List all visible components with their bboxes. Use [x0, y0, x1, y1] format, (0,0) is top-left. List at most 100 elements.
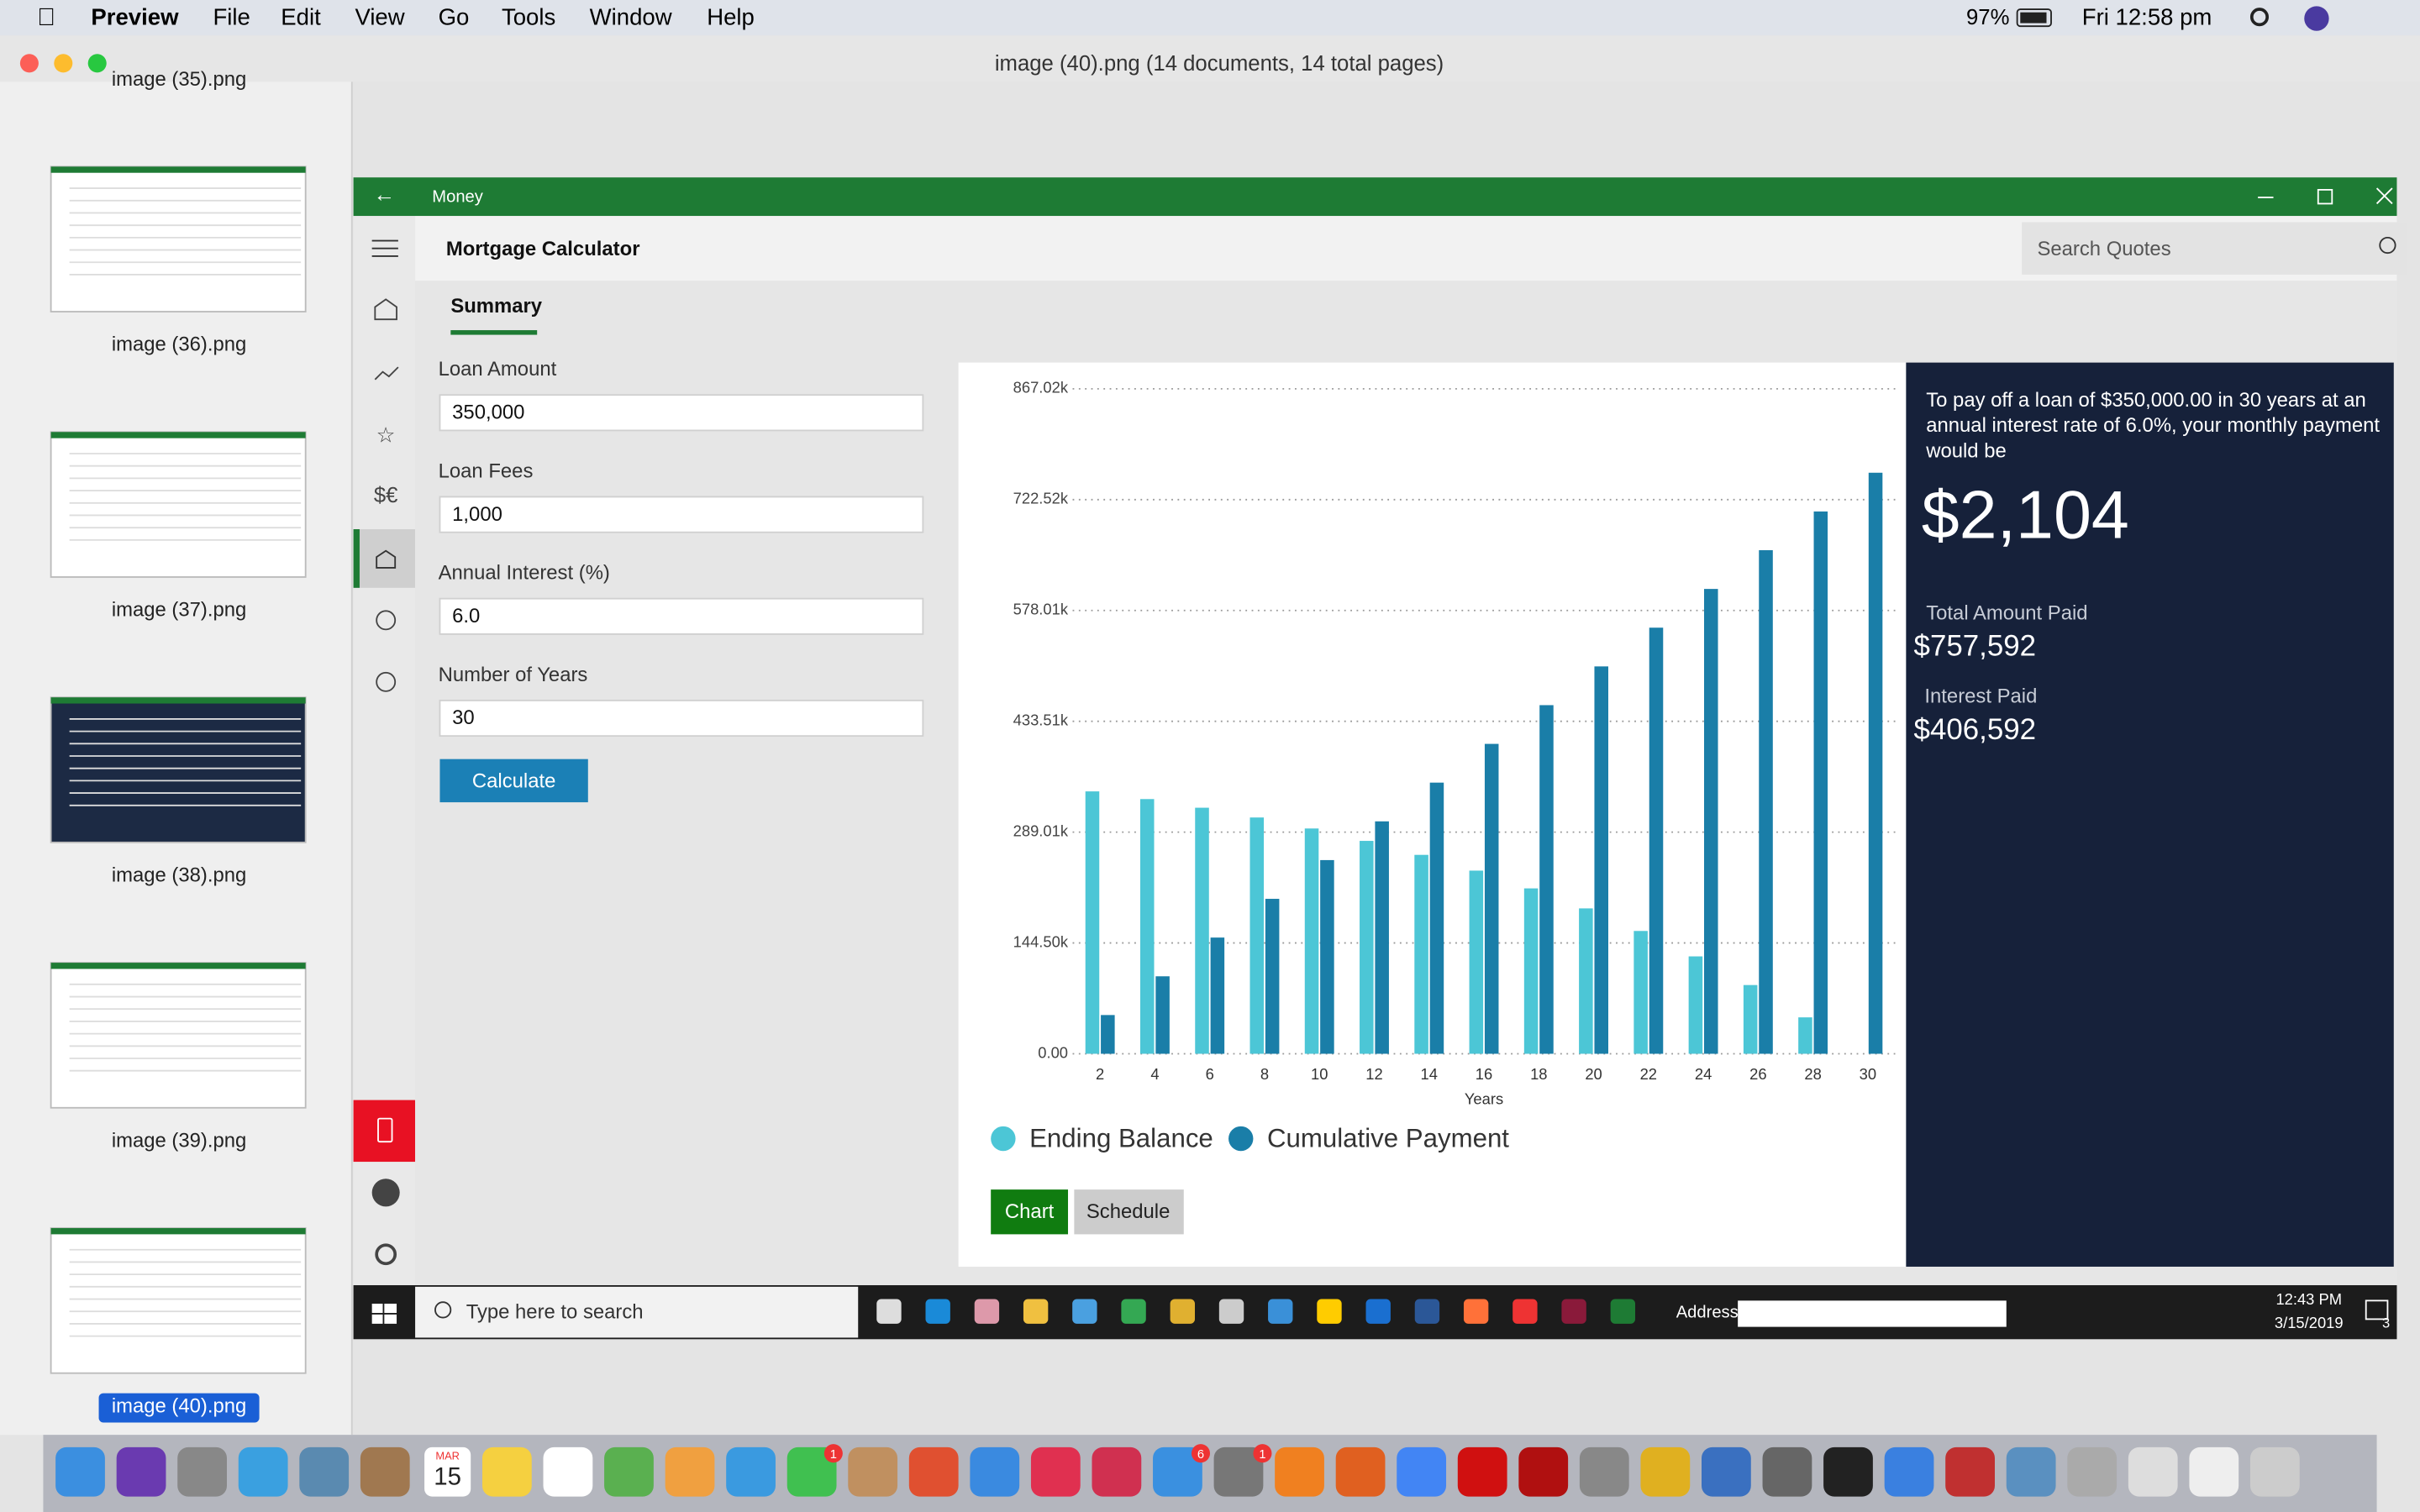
search-box[interactable] [2022, 222, 2408, 275]
dock-app[interactable] [1823, 1446, 1873, 1497]
nav-mortgage[interactable] [376, 549, 397, 569]
nav-account[interactable] [371, 1179, 400, 1207]
dock-app[interactable] [1335, 1446, 1386, 1497]
dock-app[interactable] [1702, 1446, 1751, 1497]
back-button[interactable]: ← [373, 183, 395, 207]
nav-home[interactable] [374, 298, 397, 321]
dock-app[interactable] [2006, 1446, 2056, 1497]
taskbar-app[interactable] [1365, 1299, 1391, 1324]
dock-app[interactable] [726, 1446, 776, 1497]
dock-app[interactable] [2189, 1446, 2239, 1497]
dock-app[interactable] [970, 1446, 1020, 1497]
taskbar-app[interactable] [1218, 1299, 1244, 1324]
dock-app[interactable] [786, 1446, 837, 1497]
search-icon[interactable] [2379, 236, 2396, 255]
taskbar-app[interactable] [1121, 1299, 1146, 1324]
taskbar-app[interactable] [925, 1299, 950, 1324]
nav-phone[interactable] [353, 1100, 416, 1163]
dock-app[interactable] [238, 1446, 288, 1497]
dock-app[interactable] [360, 1446, 410, 1497]
calendar-icon[interactable] [424, 1446, 471, 1497]
taskbar-app[interactable] [1072, 1299, 1097, 1324]
thumbnail-label[interactable]: image (36).png [112, 333, 246, 356]
spotlight[interactable] [2249, 8, 2270, 27]
address-box[interactable] [1738, 1300, 2007, 1327]
menu-item[interactable]: Edit [281, 3, 321, 29]
nav-currency[interactable]: $€ [374, 484, 398, 507]
taskbar-app[interactable] [1317, 1299, 1342, 1324]
thumbnail[interactable] [50, 1227, 307, 1374]
chart-button[interactable] [991, 1189, 1069, 1235]
thumbnail-label[interactable]: image (37).png [112, 599, 246, 622]
thumbnail-label[interactable]: image (39).png [112, 1129, 246, 1152]
app-close[interactable] [2375, 187, 2393, 205]
thumbnail[interactable] [50, 696, 307, 843]
taskbar-app[interactable] [876, 1299, 902, 1324]
clock[interactable]: Fri 12:58 pm [2082, 3, 2212, 29]
dock-app[interactable] [1640, 1446, 1691, 1497]
taskbar-app[interactable] [1170, 1299, 1195, 1324]
thumbnail-label[interactable]: image (38).png [112, 864, 246, 887]
dock-app[interactable] [1762, 1446, 1812, 1497]
taskbar-app[interactable] [1610, 1299, 1636, 1324]
menu-item[interactable]: Tools [502, 3, 555, 29]
taskbar-app[interactable] [1023, 1299, 1049, 1324]
dock-app[interactable] [1397, 1446, 1447, 1497]
taskbar-app[interactable] [1268, 1299, 1293, 1324]
thumbnail[interactable] [50, 431, 307, 578]
field-input[interactable] [439, 496, 924, 533]
taskbar-app[interactable] [974, 1299, 1000, 1324]
dock-app[interactable] [1945, 1446, 1995, 1497]
dock-app[interactable] [1518, 1446, 1569, 1497]
taskbar-app[interactable] [1414, 1299, 1440, 1324]
dock-app[interactable] [2249, 1446, 2300, 1497]
dock-app[interactable] [604, 1446, 654, 1497]
close-button[interactable] [19, 54, 39, 73]
thumbnail[interactable] [50, 962, 307, 1109]
apple-logo[interactable]:  [37, 3, 55, 31]
nav-world[interactable] [376, 610, 397, 631]
dock-app[interactable] [1153, 1446, 1202, 1497]
nav-markets[interactable] [374, 366, 399, 381]
field-input[interactable] [439, 597, 924, 635]
start-button[interactable] [371, 1304, 397, 1324]
dock-app[interactable] [908, 1446, 959, 1497]
field-input[interactable] [439, 394, 924, 432]
app-menu[interactable]: Preview [91, 3, 179, 29]
tab[interactable]: Summary [450, 295, 542, 318]
taskbar-app[interactable] [1561, 1299, 1586, 1324]
menu-item[interactable]: File [213, 3, 250, 29]
dock-app[interactable] [1275, 1446, 1324, 1497]
dock-app[interactable] [116, 1446, 166, 1497]
zoom-button[interactable] [87, 54, 107, 73]
dock-app[interactable] [848, 1446, 898, 1497]
dock-app[interactable] [1884, 1446, 1934, 1497]
thumbnail-label[interactable]: image (35).png [112, 68, 246, 91]
nav-watchlist[interactable]: ☆ [376, 424, 396, 448]
action-center[interactable] [2365, 1299, 2389, 1320]
dock-app[interactable] [2128, 1446, 2178, 1497]
dock-app[interactable] [55, 1446, 105, 1497]
menu-item[interactable]: View [355, 3, 404, 29]
dock-app[interactable] [481, 1446, 532, 1497]
app-maximize[interactable] [2317, 189, 2333, 205]
dock-app[interactable] [177, 1446, 227, 1497]
dock-app[interactable] [1457, 1446, 1507, 1497]
schedule-button[interactable] [1074, 1189, 1184, 1235]
dock-app[interactable] [665, 1446, 715, 1497]
dock-app[interactable] [1213, 1446, 1264, 1497]
calculate-button[interactable] [439, 759, 588, 803]
dock-app[interactable] [2067, 1446, 2118, 1497]
dock-app[interactable] [299, 1446, 350, 1497]
nav-feedback[interactable] [376, 671, 397, 692]
nav-settings[interactable] [375, 1243, 397, 1266]
taskbar-app[interactable] [1463, 1299, 1489, 1324]
field-input[interactable] [439, 699, 924, 738]
menu-item[interactable]: Go [439, 3, 470, 29]
dock-app[interactable] [543, 1446, 593, 1497]
taskbar-search[interactable] [415, 1286, 859, 1338]
minimize-button[interactable] [54, 54, 73, 73]
menu-item[interactable]: Window [590, 3, 672, 29]
taskbar-app[interactable] [1512, 1299, 1538, 1324]
thumbnail[interactable] [50, 165, 307, 312]
